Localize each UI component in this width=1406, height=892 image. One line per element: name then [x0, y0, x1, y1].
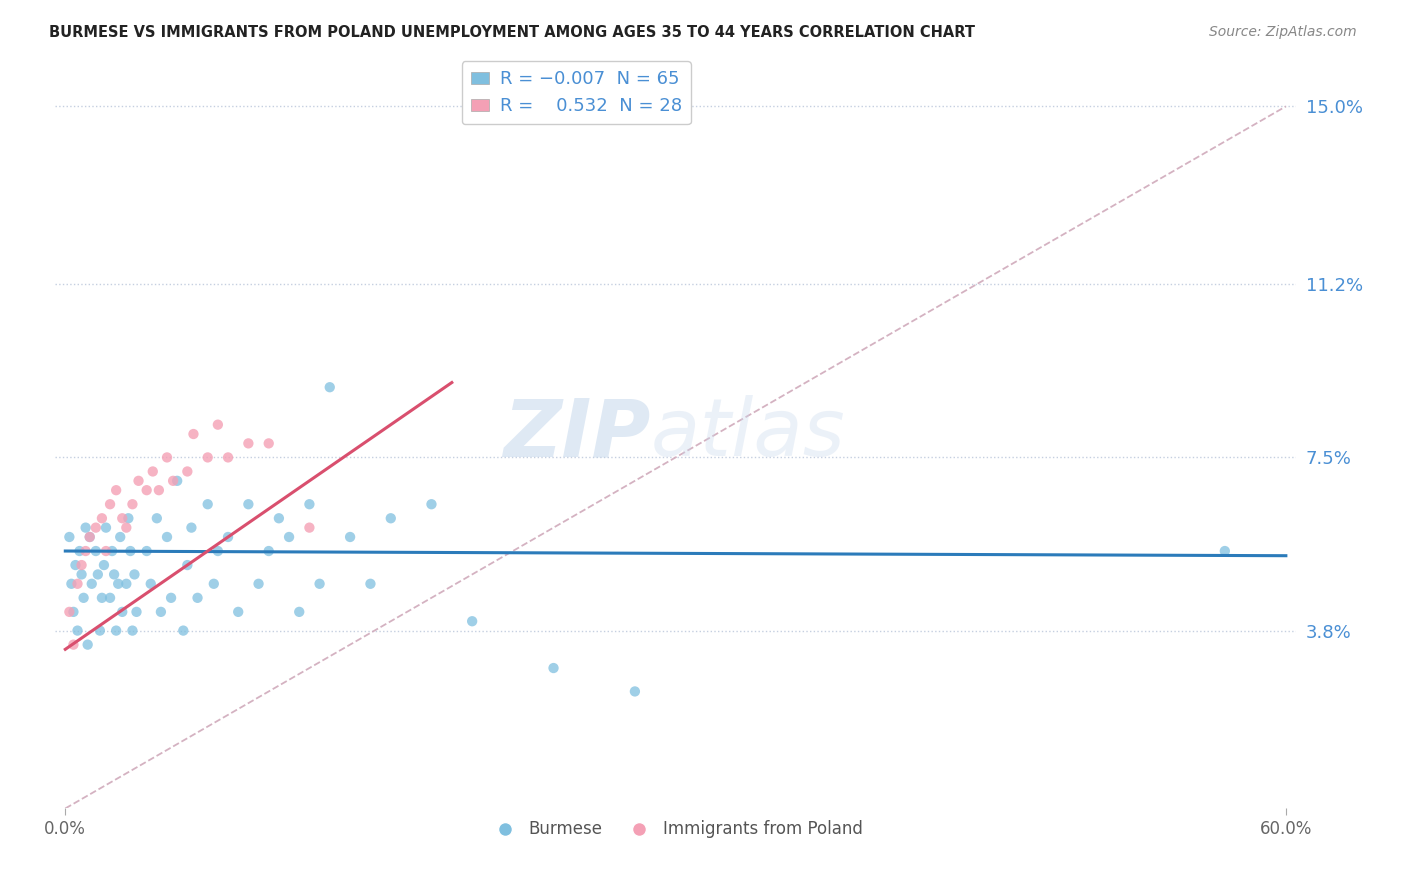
Point: [121, 497, 143, 511]
Point: [308, 576, 330, 591]
Point: [111, 511, 134, 525]
Point: [84, 544, 107, 558]
Point: [62, 638, 84, 652]
Point: [111, 605, 134, 619]
Point: [226, 605, 249, 619]
Point: [156, 530, 179, 544]
Point: [461, 614, 484, 628]
Point: [105, 483, 128, 498]
Point: [207, 544, 229, 558]
Point: [278, 530, 301, 544]
Point: [98, 591, 121, 605]
Point: [162, 474, 184, 488]
Point: [120, 544, 142, 558]
Point: [217, 450, 239, 465]
Point: [135, 483, 157, 498]
Point: [238, 436, 260, 450]
Point: [66, 576, 89, 591]
Point: [217, 530, 239, 544]
Point: [543, 661, 565, 675]
Point: [298, 497, 321, 511]
Point: [121, 624, 143, 638]
Point: [166, 474, 188, 488]
Point: [288, 605, 311, 619]
Point: [69, 544, 91, 558]
Text: BURMESE VS IMMIGRANTS FROM POLAND UNEMPLOYMENT AMONG AGES 35 TO 44 YEARS CORRELA: BURMESE VS IMMIGRANTS FROM POLAND UNEMPL…: [49, 25, 976, 40]
Point: [139, 576, 162, 591]
Point: [257, 436, 280, 450]
Point: [75, 521, 97, 535]
Point: [202, 576, 225, 591]
Point: [420, 497, 443, 511]
Point: [103, 567, 125, 582]
Point: [380, 511, 402, 525]
Point: [172, 624, 194, 638]
Point: [65, 558, 87, 572]
Point: [94, 521, 117, 535]
Point: [186, 591, 208, 605]
Point: [624, 684, 647, 698]
Point: [110, 530, 132, 544]
Point: [90, 511, 112, 525]
Point: [135, 544, 157, 558]
Point: [70, 558, 93, 572]
Point: [197, 497, 219, 511]
Point: [72, 591, 94, 605]
Point: [84, 521, 107, 535]
Point: [197, 450, 219, 465]
Point: [146, 511, 169, 525]
Point: [180, 521, 202, 535]
Legend: Burmese, Immigrants from Poland: Burmese, Immigrants from Poland: [482, 814, 869, 845]
Point: [115, 521, 138, 535]
Point: [105, 624, 128, 638]
Point: [247, 576, 270, 591]
Point: [90, 591, 112, 605]
Point: [359, 576, 381, 591]
Point: [94, 544, 117, 558]
Point: [87, 567, 110, 582]
Point: [115, 576, 138, 591]
Point: [156, 450, 179, 465]
Point: [125, 605, 148, 619]
Point: [207, 417, 229, 432]
Text: atlas: atlas: [651, 395, 845, 473]
Point: [79, 530, 101, 544]
Point: [76, 638, 98, 652]
Point: [339, 530, 361, 544]
Point: [176, 558, 198, 572]
Point: [257, 544, 280, 558]
Point: [75, 544, 97, 558]
Point: [107, 576, 129, 591]
Point: [142, 465, 165, 479]
Point: [98, 497, 121, 511]
Point: [1213, 544, 1236, 558]
Point: [70, 567, 93, 582]
Point: [128, 474, 150, 488]
Point: [58, 530, 80, 544]
Point: [80, 576, 103, 591]
Text: Source: ZipAtlas.com: Source: ZipAtlas.com: [1209, 25, 1357, 39]
Point: [183, 427, 205, 442]
Point: [267, 511, 290, 525]
Point: [298, 521, 321, 535]
Point: [79, 530, 101, 544]
Text: ZIP: ZIP: [503, 395, 651, 473]
Point: [60, 576, 83, 591]
Point: [149, 605, 172, 619]
Point: [62, 605, 84, 619]
Point: [124, 567, 146, 582]
Point: [58, 605, 80, 619]
Point: [148, 483, 170, 498]
Point: [160, 591, 183, 605]
Point: [101, 544, 124, 558]
Point: [238, 497, 260, 511]
Point: [176, 465, 198, 479]
Point: [117, 511, 139, 525]
Point: [89, 624, 111, 638]
Point: [93, 558, 115, 572]
Point: [66, 624, 89, 638]
Point: [319, 380, 342, 394]
